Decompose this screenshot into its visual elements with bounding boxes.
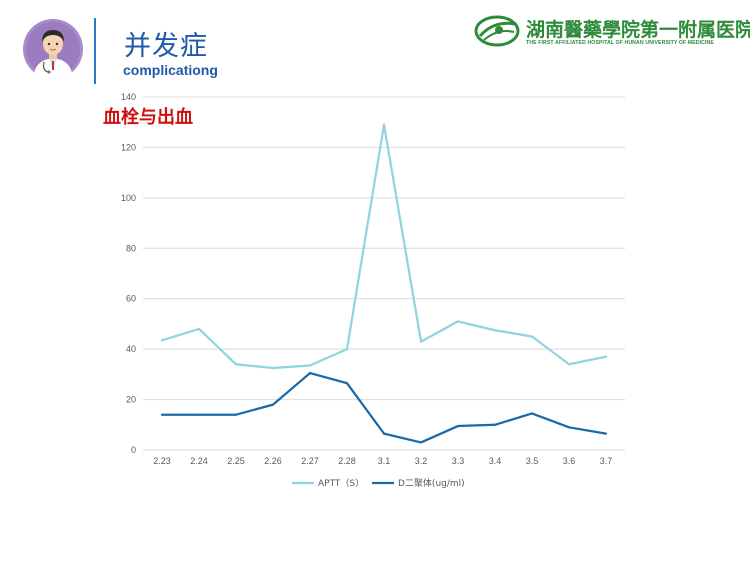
x-tick-label: 2.24 [190, 456, 208, 466]
x-tick-label: 3.3 [452, 456, 465, 466]
data-point [493, 423, 497, 426]
x-tick-label: 2.26 [264, 456, 282, 466]
data-point [308, 371, 312, 375]
data-point [271, 403, 275, 406]
legend-label: APTT（S） [318, 478, 364, 489]
x-tick-label: 3.6 [563, 456, 576, 466]
data-point [419, 441, 423, 444]
chart-series [160, 123, 608, 444]
data-point [530, 412, 534, 415]
y-tick-label: 100 [121, 193, 136, 203]
data-point [493, 329, 497, 332]
data-point [530, 335, 534, 338]
x-tick-label: 3.2 [415, 456, 428, 466]
x-tick-label: 3.5 [526, 456, 539, 466]
data-point [567, 426, 571, 429]
data-point [234, 413, 238, 416]
data-point [308, 364, 312, 367]
x-tick-label: 2.27 [301, 456, 319, 466]
series-line-0 [161, 123, 607, 370]
series-line-1 [162, 371, 607, 444]
doctor-avatar-icon [22, 18, 84, 80]
data-point [271, 366, 275, 370]
x-tick-label: 2.28 [338, 456, 356, 466]
y-tick-label: 120 [121, 142, 136, 152]
data-point [567, 363, 571, 366]
data-point [197, 327, 201, 331]
data-point [419, 340, 423, 343]
y-tick-label: 0 [131, 445, 136, 455]
chart-gridlines [143, 96, 625, 451]
x-tick-label: 2.23 [153, 456, 171, 466]
data-point [456, 320, 460, 323]
y-tick-label: 40 [126, 344, 136, 354]
hospital-name: 湖南醫藥學院第一附属医院 [526, 19, 750, 41]
x-tick-label: 3.4 [489, 456, 502, 466]
chart-legend: APTT（S） D二聚体(ug/ml) [292, 477, 465, 489]
page-subtitle: complicationg [123, 62, 218, 78]
data-point [345, 348, 349, 351]
data-point [604, 355, 608, 358]
x-axis-ticks: 2.23 2.24 2.25 2.26 2.27 2.28 3.1 3.2 3.3 3.4 3.5 3… [153, 456, 612, 466]
hospital-emblem-icon [474, 15, 520, 47]
section-title: 血栓与出血 [103, 107, 193, 128]
data-point [160, 413, 164, 416]
y-tick-label: 80 [126, 243, 136, 253]
y-tick-label: 20 [126, 395, 136, 405]
hospital-name-en: THE FIRST AFFILIATED HOSPITAL OF HUNAN U… [526, 40, 714, 46]
data-point [197, 413, 201, 416]
data-point [160, 339, 164, 342]
data-point [382, 432, 386, 435]
x-tick-label: 3.1 [378, 456, 391, 466]
legend-label: D二聚体(ug/ml) [398, 477, 465, 489]
hospital-logo: 湖南醫藥學院第一附属医院 THE FIRST AFFILIATED HOSPIT… [474, 14, 750, 48]
x-tick-label: 3.7 [600, 456, 613, 466]
y-axis-ticks: 0 20 40 60 80 100 120 140 [121, 92, 136, 455]
header-divider [94, 18, 96, 84]
data-point [604, 432, 608, 435]
y-tick-label: 60 [126, 294, 136, 304]
data-point [234, 363, 238, 366]
data-point [345, 382, 349, 385]
y-tick-label: 140 [121, 92, 136, 102]
page-title: 并发症 [124, 31, 208, 62]
data-point [382, 123, 386, 126]
x-tick-label: 2.25 [227, 456, 245, 466]
data-point [456, 424, 460, 428]
